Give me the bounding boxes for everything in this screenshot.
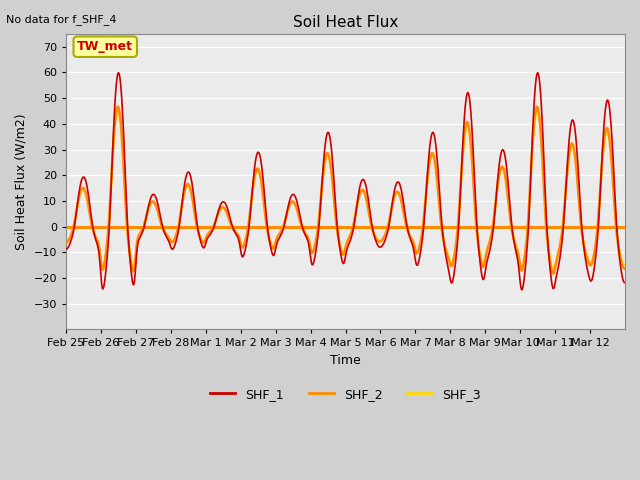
Title: Soil Heat Flux: Soil Heat Flux [293,15,398,30]
Y-axis label: Soil Heat Flux (W/m2): Soil Heat Flux (W/m2) [15,113,28,250]
Text: No data for f_SHF_4: No data for f_SHF_4 [6,14,117,25]
X-axis label: Time: Time [330,354,361,367]
Text: TW_met: TW_met [77,40,133,53]
Legend: SHF_1, SHF_2, SHF_3: SHF_1, SHF_2, SHF_3 [205,383,486,406]
